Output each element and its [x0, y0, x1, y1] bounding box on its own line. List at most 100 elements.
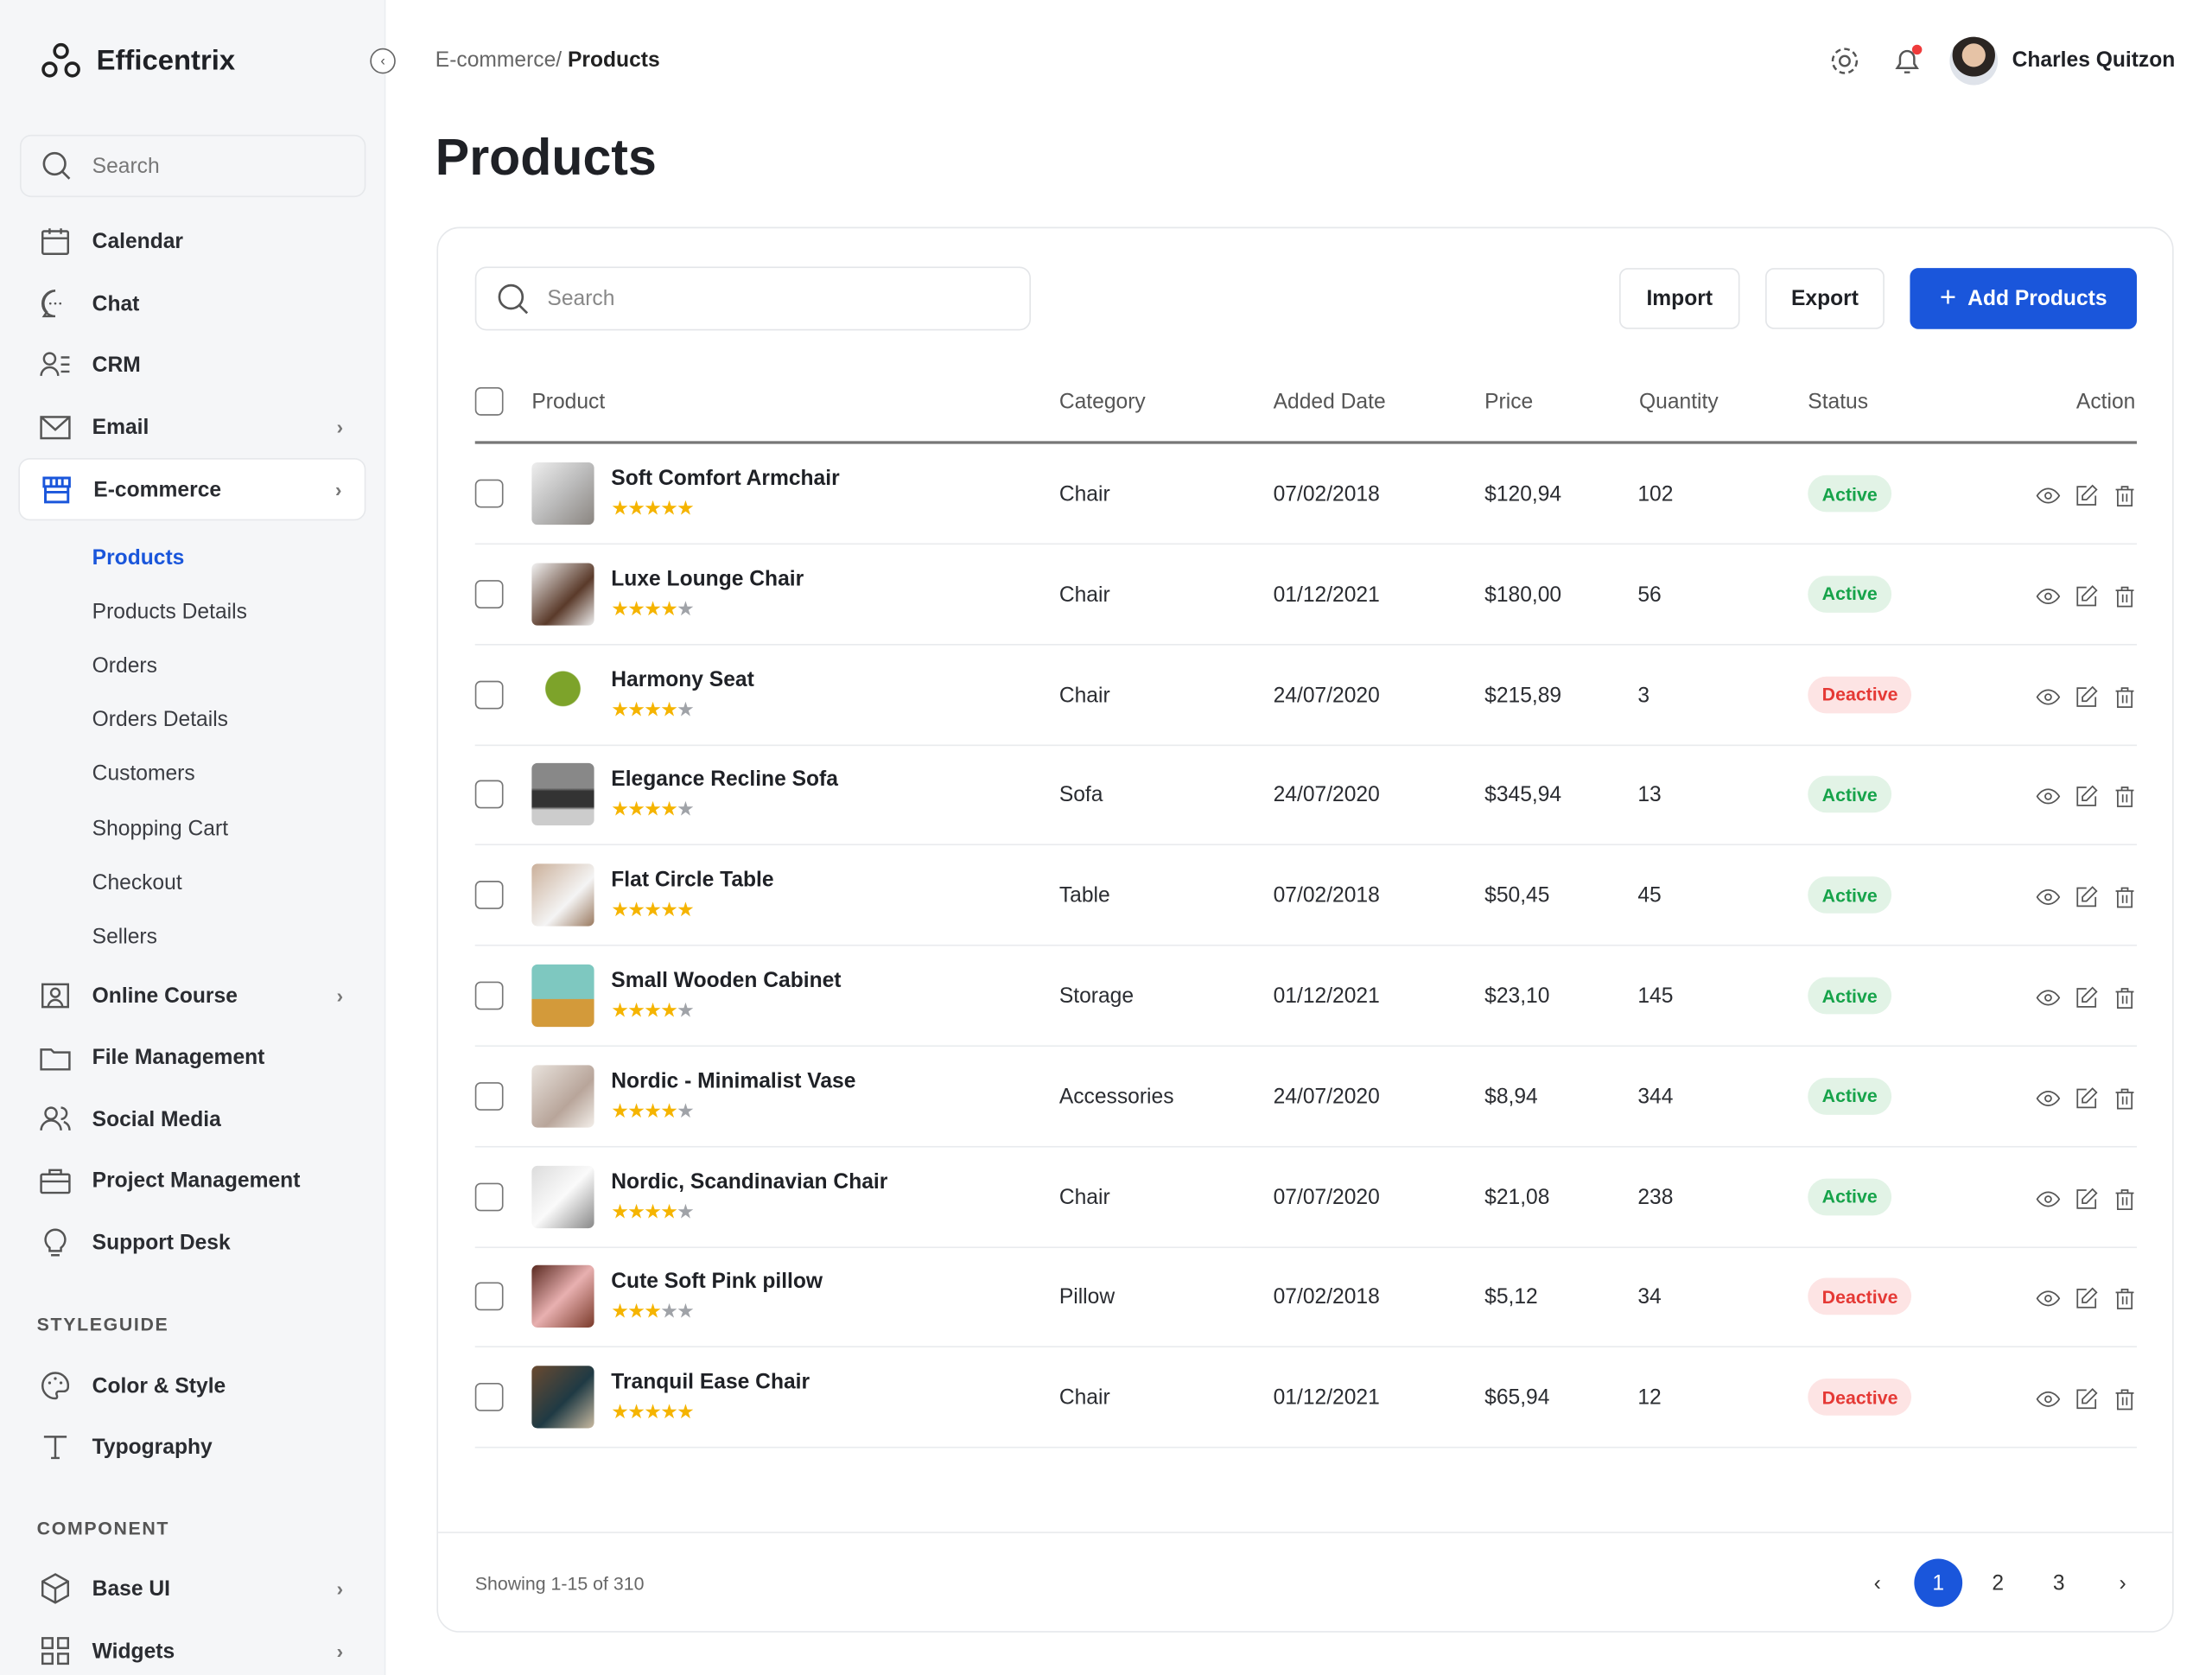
logo[interactable]: Efficentrix [40, 41, 235, 81]
eye-icon[interactable] [2036, 484, 2061, 508]
sidebar-subitem-checkout[interactable]: Checkout [92, 869, 182, 895]
select-all-checkbox[interactable] [474, 386, 504, 416]
sidebar-item-base-ui[interactable]: Base UI › [18, 1557, 365, 1620]
edit-icon[interactable] [2075, 1387, 2099, 1411]
product-name[interactable]: Cute Soft Pink pillow [611, 1270, 823, 1295]
sidebar-subitem-products[interactable]: Products [92, 545, 185, 570]
row-checkbox[interactable] [474, 479, 504, 508]
user-name[interactable]: Charles Quitzon [2012, 48, 2176, 73]
col-product[interactable]: Product [531, 390, 606, 415]
add-products-button[interactable]: + Add Products [1910, 268, 2137, 329]
avatar[interactable] [1949, 36, 1999, 86]
edit-icon[interactable] [2075, 1086, 2099, 1111]
table-row[interactable]: Nordic - Minimalist Vase ★★★★★ Accessori… [474, 1047, 2137, 1148]
next-page-button[interactable]: › [2119, 1570, 2126, 1595]
sidebar-item-widgets[interactable]: Widgets › [18, 1620, 365, 1675]
page-3-button[interactable]: 3 [2052, 1570, 2065, 1595]
row-checkbox[interactable] [474, 1081, 504, 1111]
product-name[interactable]: Tranquil Ease Chair [611, 1370, 810, 1395]
page-1-button[interactable]: 1 [1914, 1558, 1963, 1608]
col-price[interactable]: Price [1484, 390, 1534, 415]
trash-icon[interactable] [2113, 1086, 2137, 1111]
product-name[interactable]: Elegance Recline Sofa [611, 767, 838, 793]
sidebar-item-project-management[interactable]: Project Management [18, 1150, 365, 1212]
trash-icon[interactable] [2113, 885, 2137, 909]
sidebar-item-support-desk[interactable]: Support Desk [18, 1211, 365, 1273]
sidebar-subitem-orders-details[interactable]: Orders Details [92, 708, 228, 733]
trash-icon[interactable] [2113, 1287, 2137, 1311]
eye-icon[interactable] [2036, 785, 2061, 809]
sidebar-item-file-management[interactable]: File Management [18, 1026, 365, 1088]
table-row[interactable]: Harmony Seat ★★★★★ Chair 24/07/2020 $215… [474, 645, 2137, 746]
table-row[interactable]: Cute Soft Pink pillow ★★★★★ Pillow 07/02… [474, 1247, 2137, 1348]
sidebar-item-email[interactable]: Email › [18, 396, 365, 458]
edit-icon[interactable] [2075, 484, 2099, 508]
sidebar-item-crm[interactable]: CRM [18, 334, 365, 396]
product-name[interactable]: Flat Circle Table [611, 868, 774, 893]
table-row[interactable]: Luxe Lounge Chair ★★★★★ Chair 01/12/2021… [474, 545, 2137, 646]
sidebar-subitem-sellers[interactable]: Sellers [92, 924, 157, 949]
edit-icon[interactable] [2075, 885, 2099, 909]
product-name[interactable]: Nordic, Scandinavian Chair [611, 1169, 888, 1194]
edit-icon[interactable] [2075, 1187, 2099, 1211]
eye-icon[interactable] [2036, 584, 2061, 608]
product-name[interactable]: Luxe Lounge Chair [611, 567, 804, 591]
table-row[interactable]: Flat Circle Table ★★★★★ Table 07/02/2018… [474, 845, 2137, 946]
eye-icon[interactable] [2036, 1387, 2061, 1411]
bell-icon[interactable] [1890, 44, 1923, 78]
eye-icon[interactable] [2036, 1086, 2061, 1111]
gear-icon[interactable] [1827, 44, 1861, 78]
row-checkbox[interactable] [474, 1383, 504, 1412]
import-button[interactable]: Import [1619, 268, 1740, 329]
sidebar-item-calendar[interactable]: Calendar [18, 210, 365, 272]
product-name[interactable]: Soft Comfort Armchair [611, 466, 840, 491]
collapse-sidebar-button[interactable]: ‹ [370, 48, 396, 74]
sidebar-item-online-course[interactable]: Online Course › [18, 965, 365, 1027]
edit-icon[interactable] [2075, 685, 2099, 709]
trash-icon[interactable] [2113, 685, 2137, 709]
sidebar-item-color-style[interactable]: Color & Style [18, 1354, 365, 1417]
page-2-button[interactable]: 2 [1992, 1570, 2005, 1595]
col-added-date[interactable]: Added Date [1273, 390, 1386, 415]
edit-icon[interactable] [2075, 785, 2099, 809]
eye-icon[interactable] [2036, 1287, 2061, 1311]
trash-icon[interactable] [2113, 785, 2137, 809]
eye-icon[interactable] [2036, 1187, 2061, 1211]
edit-icon[interactable] [2075, 584, 2099, 608]
sidebar-search-input[interactable]: Search [19, 134, 366, 198]
table-row[interactable]: Elegance Recline Sofa ★★★★★ Sofa 24/07/2… [474, 745, 2137, 846]
table-row[interactable]: Nordic, Scandinavian Chair ★★★★★ Chair 0… [474, 1147, 2137, 1248]
col-status[interactable]: Status [1808, 390, 1869, 415]
sidebar-subitem-orders[interactable]: Orders [92, 653, 157, 678]
sidebar-item-typography[interactable]: Typography [18, 1416, 365, 1478]
trash-icon[interactable] [2113, 1387, 2137, 1411]
table-row[interactable]: Small Wooden Cabinet ★★★★★ Storage 01/12… [474, 946, 2137, 1048]
edit-icon[interactable] [2075, 1287, 2099, 1311]
eye-icon[interactable] [2036, 885, 2061, 909]
trash-icon[interactable] [2113, 484, 2137, 508]
sidebar-subitem-customers[interactable]: Customers [92, 761, 195, 787]
table-row[interactable]: Soft Comfort Armchair ★★★★★ Chair 07/02/… [474, 444, 2137, 545]
sidebar-subitem-shopping-cart[interactable]: Shopping Cart [92, 816, 229, 841]
breadcrumb-parent[interactable]: E-commerce/ [435, 48, 563, 73]
col-quantity[interactable]: Quantity [1638, 390, 1719, 415]
row-checkbox[interactable] [474, 579, 504, 608]
product-name[interactable]: Harmony Seat [611, 667, 754, 692]
product-name[interactable]: Small Wooden Cabinet [611, 968, 842, 993]
row-checkbox[interactable] [474, 1283, 504, 1311]
sidebar-item-chat[interactable]: Chat [18, 272, 365, 334]
edit-icon[interactable] [2075, 985, 2099, 1009]
row-checkbox[interactable] [474, 981, 504, 1010]
product-search-input[interactable]: Search [474, 266, 1032, 331]
trash-icon[interactable] [2113, 1187, 2137, 1211]
prev-page-button[interactable]: ‹ [1873, 1570, 1881, 1595]
row-checkbox[interactable] [474, 1181, 504, 1211]
trash-icon[interactable] [2113, 985, 2137, 1009]
row-checkbox[interactable] [474, 780, 504, 810]
sidebar-subitem-products-details[interactable]: Products Details [92, 600, 247, 625]
row-checkbox[interactable] [474, 680, 504, 709]
row-checkbox[interactable] [474, 881, 504, 910]
eye-icon[interactable] [2036, 985, 2061, 1009]
col-category[interactable]: Category [1058, 390, 1146, 415]
eye-icon[interactable] [2036, 685, 2061, 709]
